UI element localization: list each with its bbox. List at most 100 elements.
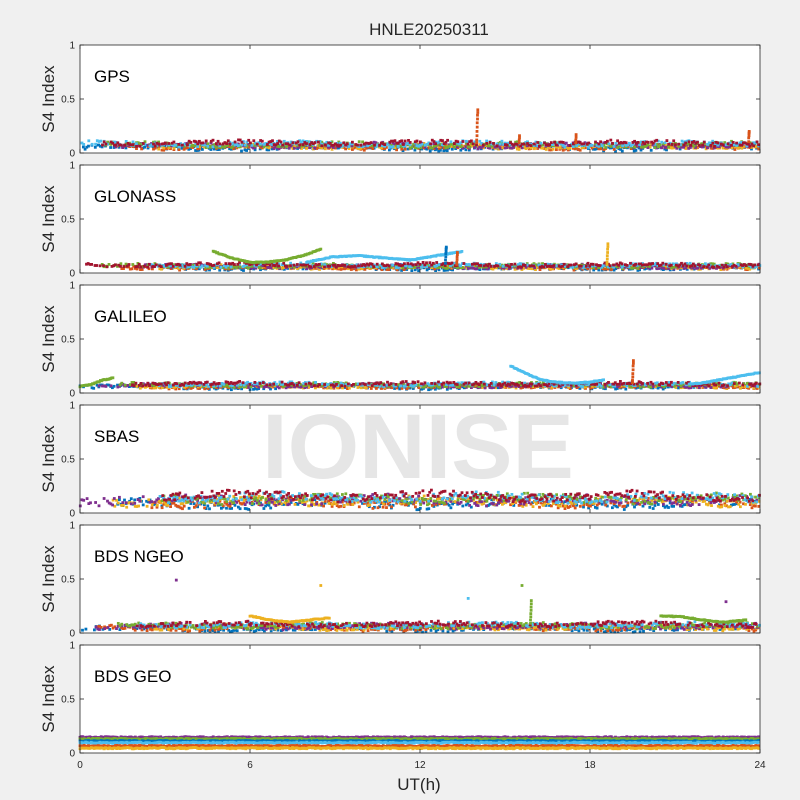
data-point — [524, 141, 528, 144]
data-point — [319, 262, 323, 266]
data-point — [680, 139, 684, 143]
data-point — [568, 387, 572, 390]
data-point — [634, 149, 638, 152]
data-point — [534, 268, 537, 271]
data-point — [186, 386, 190, 389]
data-point — [515, 142, 519, 146]
data-point — [204, 263, 207, 267]
data-point — [585, 142, 589, 146]
data-point — [631, 143, 635, 146]
data-point — [226, 266, 230, 270]
data-point — [209, 145, 213, 148]
data-point — [563, 147, 567, 151]
data-point — [232, 144, 235, 148]
data-point — [225, 144, 228, 148]
data-point — [749, 265, 753, 269]
data-point — [434, 140, 437, 144]
data-point — [253, 148, 257, 152]
data-point — [434, 144, 438, 148]
data-point — [728, 145, 731, 149]
data-point — [238, 265, 242, 269]
data-point — [460, 250, 464, 253]
data-point — [323, 263, 326, 267]
data-point — [379, 263, 383, 267]
data-point — [389, 265, 393, 269]
data-point — [298, 382, 302, 386]
data-point — [134, 267, 137, 270]
data-point — [198, 139, 201, 143]
data-point — [594, 267, 598, 270]
data-point — [550, 386, 554, 389]
data-point — [245, 140, 249, 144]
data-point — [651, 141, 655, 145]
data-point — [702, 265, 705, 268]
data-point — [461, 140, 465, 143]
data-point — [310, 141, 313, 144]
data-point — [187, 265, 190, 268]
data-point — [255, 263, 258, 267]
data-point — [725, 387, 729, 390]
data-point — [279, 140, 283, 144]
data-point — [381, 147, 385, 150]
data-point — [188, 385, 192, 388]
data-point — [498, 264, 502, 268]
data-point — [447, 267, 451, 271]
data-point — [257, 141, 261, 144]
data-point — [593, 264, 597, 268]
data-point — [395, 386, 399, 390]
data-point — [633, 385, 637, 389]
data-point — [380, 268, 384, 271]
data-point — [466, 266, 470, 270]
data-point — [541, 143, 545, 147]
data-point — [413, 146, 417, 150]
data-point — [629, 266, 633, 270]
data-point — [615, 387, 619, 390]
data-point — [605, 260, 609, 264]
data-point — [413, 265, 417, 269]
data-point — [384, 143, 388, 147]
data-point — [527, 267, 531, 270]
data-point — [672, 384, 676, 388]
data-point — [349, 268, 353, 271]
data-point — [713, 145, 716, 148]
data-point — [249, 141, 252, 145]
data-point — [183, 264, 187, 268]
data-point — [222, 384, 226, 388]
data-point — [672, 139, 676, 143]
data-point — [699, 142, 703, 146]
data-point — [345, 142, 349, 146]
data-point — [630, 262, 634, 266]
data-point — [118, 383, 122, 387]
data-point — [748, 146, 752, 149]
data-point — [352, 265, 355, 269]
data-point — [746, 145, 750, 148]
data-point — [684, 141, 687, 145]
data-point — [651, 143, 655, 147]
data-point — [713, 142, 716, 146]
data-point — [415, 146, 419, 150]
data-point — [466, 145, 470, 148]
data-point — [606, 251, 609, 254]
data-point — [398, 387, 402, 391]
data-point — [506, 264, 510, 268]
data-point — [143, 143, 147, 146]
data-point — [409, 262, 413, 266]
data-point — [505, 143, 509, 147]
data-point — [476, 113, 479, 117]
data-point — [277, 145, 281, 148]
data-point — [375, 265, 379, 269]
data-point — [723, 146, 727, 150]
data-point — [726, 142, 730, 146]
data-point — [312, 265, 316, 268]
data-point — [422, 144, 426, 147]
data-point — [237, 138, 240, 142]
data-point — [636, 269, 640, 272]
data-point — [573, 147, 577, 151]
data-point — [203, 268, 207, 271]
data-point — [174, 387, 178, 391]
data-point — [102, 140, 106, 144]
data-point — [590, 146, 594, 150]
data-point — [166, 262, 170, 266]
data-point — [716, 141, 720, 145]
data-point — [157, 386, 161, 389]
